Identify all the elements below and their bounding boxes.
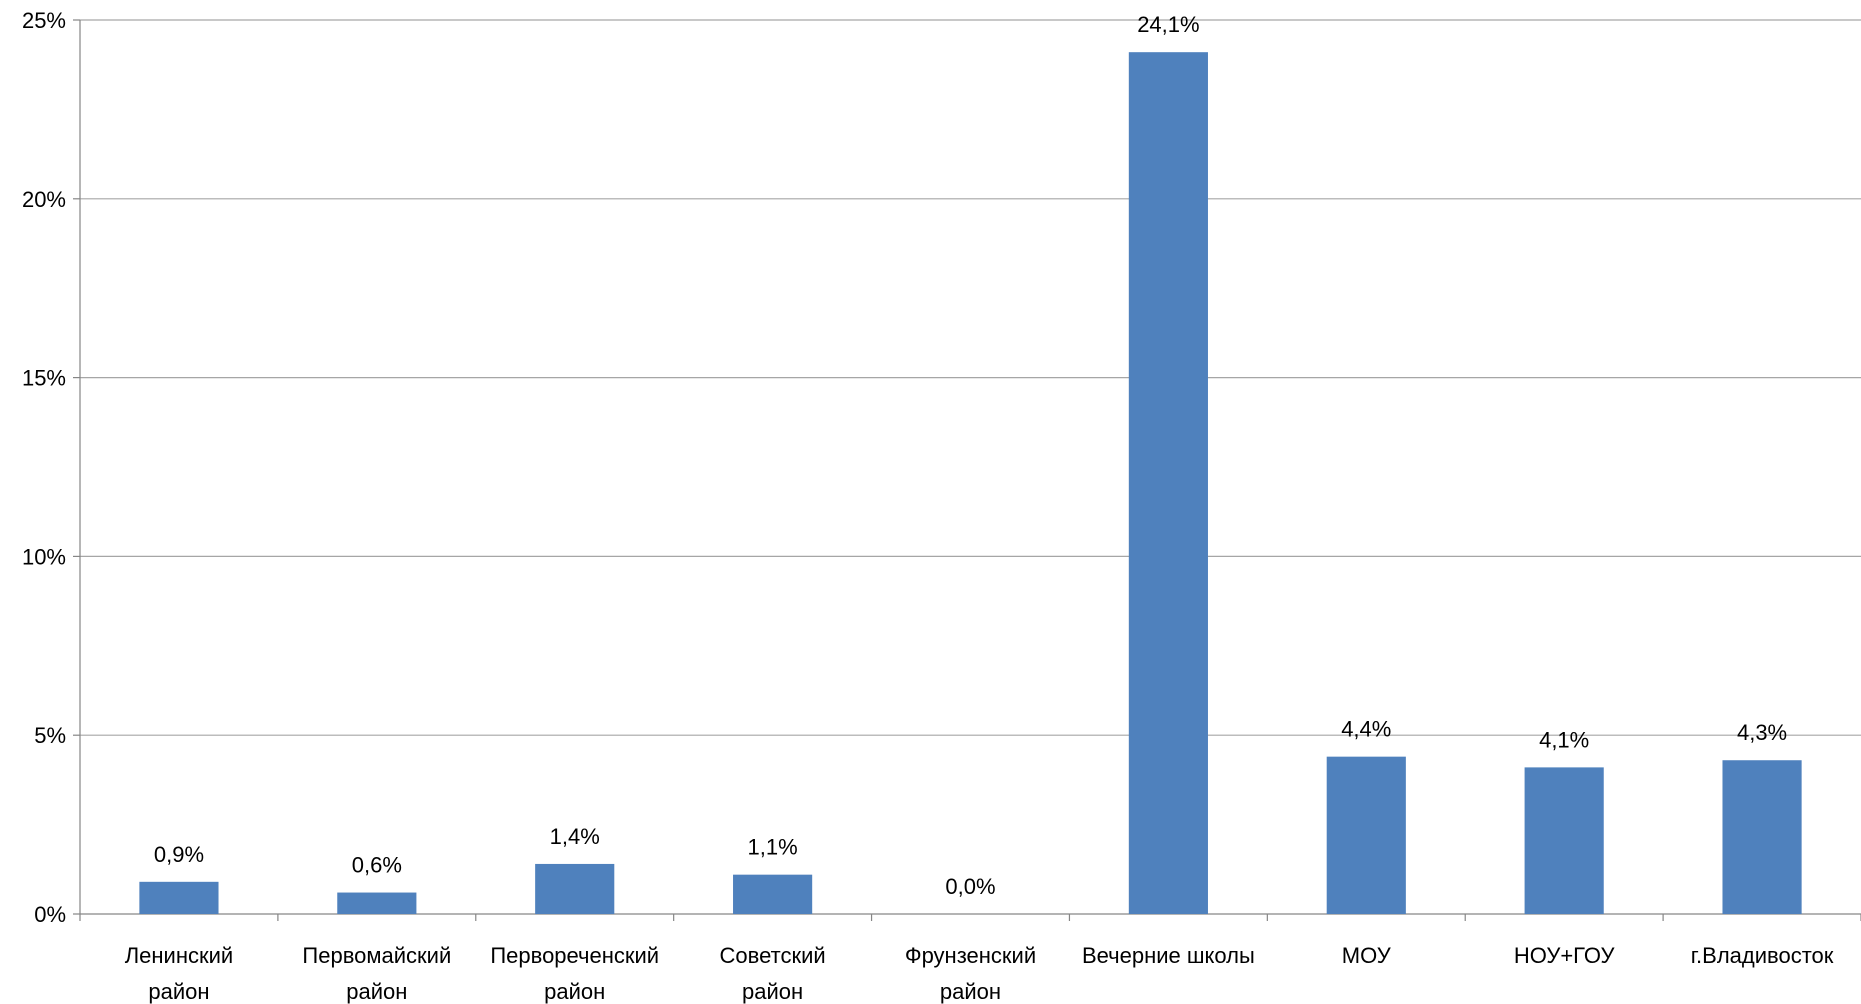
x-category-label: Вечерние школы bbox=[1082, 943, 1255, 968]
x-category-label: Ленинский bbox=[125, 943, 233, 968]
bar bbox=[1722, 760, 1802, 914]
x-category-label: Первомайский bbox=[302, 943, 451, 968]
data-label: 4,1% bbox=[1539, 727, 1589, 752]
bar bbox=[139, 881, 219, 914]
x-category-label: г.Владивосток bbox=[1691, 943, 1834, 968]
bars: 0,9% 0,6% 1,4% 1,1% 0,0% 24,1% 4,4% 4,1% 4,3% bbox=[139, 12, 1802, 914]
x-category-label: район bbox=[148, 979, 209, 1004]
data-label: 0,9% bbox=[154, 842, 204, 867]
data-label: 1,4% bbox=[550, 824, 600, 849]
data-label: 24,1% bbox=[1137, 12, 1199, 37]
bar bbox=[337, 892, 417, 914]
y-tick-label: 10% bbox=[22, 544, 66, 569]
y-tick-label: 5% bbox=[34, 723, 66, 748]
bar bbox=[535, 863, 615, 914]
x-category-label: район bbox=[346, 979, 407, 1004]
y-tick-label: 15% bbox=[22, 366, 66, 391]
x-category-label: район bbox=[940, 979, 1001, 1004]
x-category-label: район bbox=[544, 979, 605, 1004]
data-label: 4,4% bbox=[1341, 717, 1391, 742]
data-label: 1,1% bbox=[748, 835, 798, 860]
x-category-label: район bbox=[742, 979, 803, 1004]
y-tick-label: 20% bbox=[22, 187, 66, 212]
bar bbox=[1128, 52, 1208, 914]
bar bbox=[1326, 756, 1406, 914]
y-tick-label: 0% bbox=[34, 902, 66, 927]
x-axis: Ленинский район Первомайский район Перворече… bbox=[79, 914, 1861, 1004]
x-category-label: НОУ+ГОУ bbox=[1514, 943, 1616, 968]
y-axis: 0% 5% 10% 15% 20% 25% bbox=[22, 8, 81, 927]
x-category-label: Первореченский bbox=[490, 943, 659, 968]
x-category-label: Фрунзенский bbox=[905, 943, 1036, 968]
data-label: 4,3% bbox=[1737, 720, 1787, 745]
data-label: 0,0% bbox=[945, 874, 995, 899]
bar bbox=[1524, 767, 1604, 914]
x-category-label: МОУ bbox=[1342, 943, 1392, 968]
data-label: 0,6% bbox=[352, 853, 402, 878]
y-tick-label: 25% bbox=[22, 8, 66, 33]
bar bbox=[733, 874, 813, 914]
x-category-label: Советский bbox=[720, 943, 826, 968]
